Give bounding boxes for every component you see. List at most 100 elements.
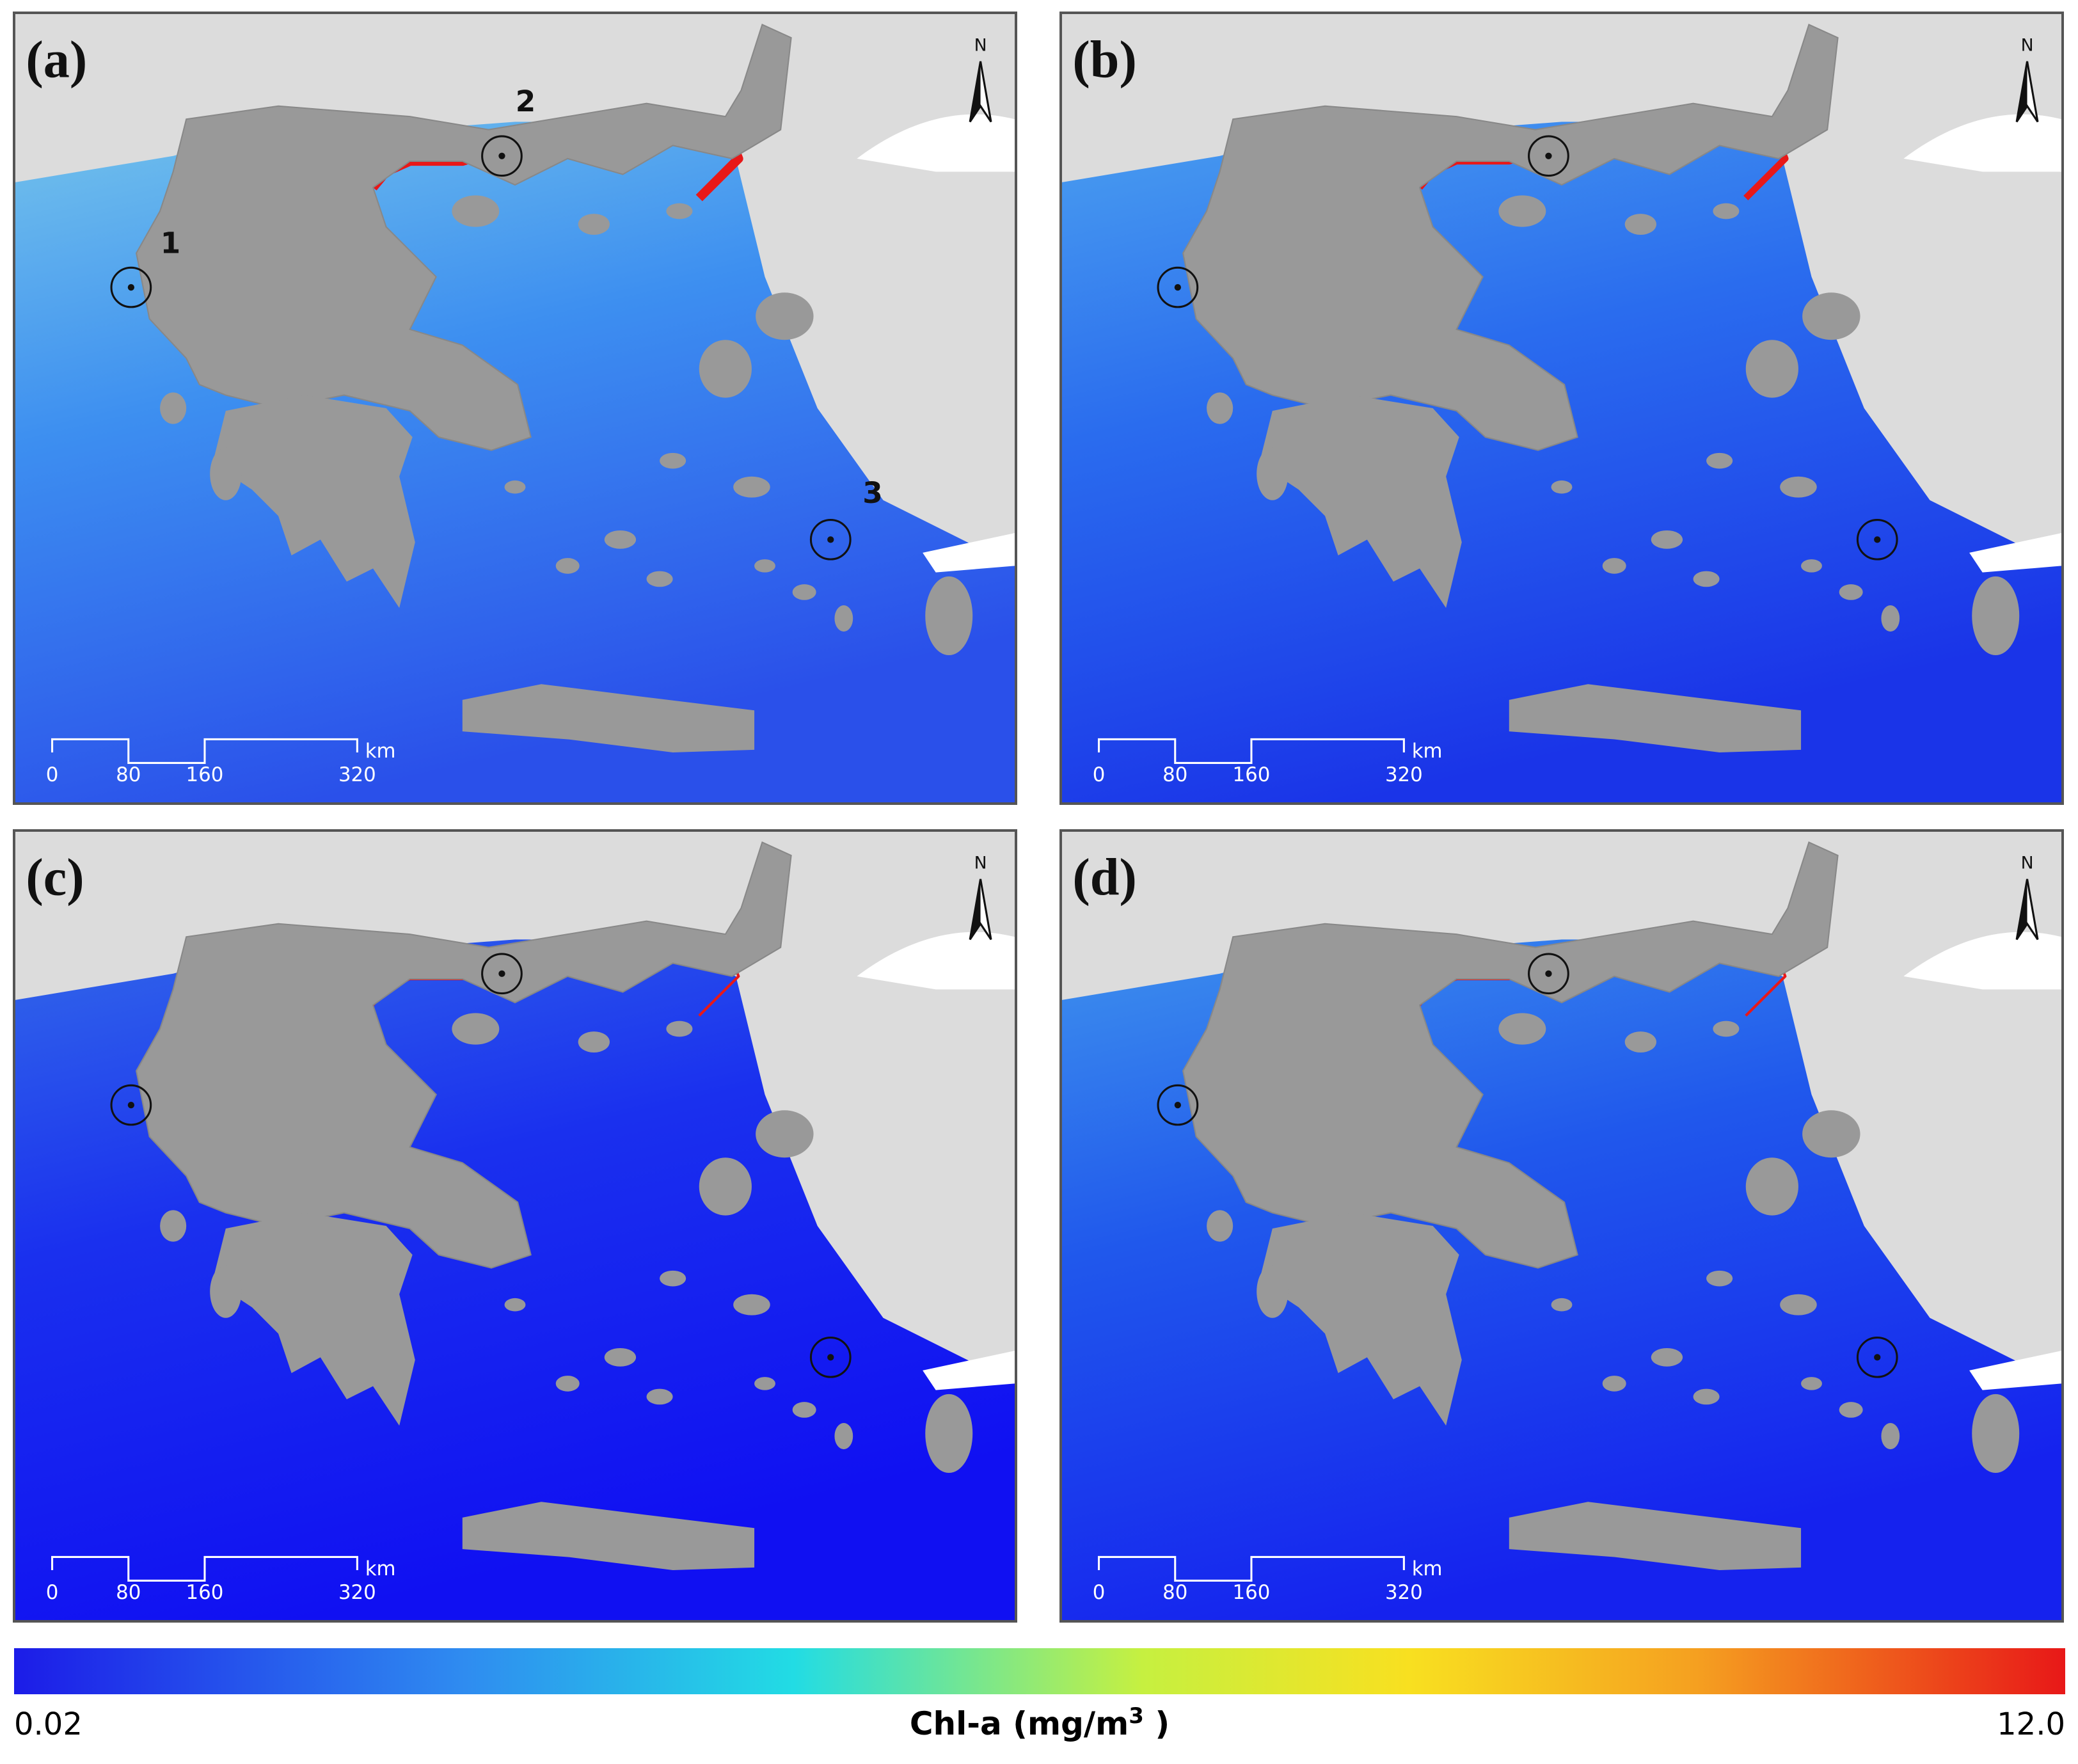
scale-unit: km — [1412, 740, 1443, 763]
land-rhodes — [1972, 1394, 2020, 1474]
island — [733, 1294, 770, 1315]
north-label: N — [2021, 854, 2034, 873]
island — [1651, 530, 1683, 549]
station-dot — [827, 1354, 834, 1361]
island — [504, 1298, 526, 1312]
island — [1551, 1298, 1573, 1312]
station-ring — [110, 266, 152, 308]
island — [646, 571, 673, 587]
scale-tick-label: 80 — [116, 1581, 141, 1604]
turkey-coast-white — [1903, 932, 2061, 1390]
island — [555, 558, 580, 574]
island — [1551, 480, 1573, 494]
scale-bar — [51, 738, 358, 764]
land-greece — [1182, 841, 1839, 1269]
scale-bar — [1098, 1555, 1405, 1582]
land-crete — [1509, 684, 1802, 752]
north-arrow-half — [2017, 878, 2027, 940]
island — [666, 203, 693, 219]
island — [578, 1031, 610, 1053]
north-label: N — [2021, 36, 2034, 56]
station-ring — [481, 953, 523, 995]
title-text: Chl-a (mg/m — [910, 1705, 1129, 1742]
scale-bar — [51, 1555, 358, 1582]
island — [452, 195, 500, 227]
island — [1257, 1265, 1289, 1318]
island — [1713, 1021, 1740, 1037]
station-ring — [1528, 953, 1569, 995]
island — [1801, 559, 1822, 573]
map-panel: (b) N 0 80 160 320 km — [1059, 12, 2064, 805]
map-panel: 1 2 3 (a) N 0 80 160 320 km — [13, 12, 1017, 805]
island — [1624, 1031, 1656, 1053]
island — [1839, 1402, 1863, 1418]
island — [504, 480, 526, 494]
island — [1745, 1157, 1798, 1216]
title-text: ) — [1144, 1705, 1170, 1742]
land-greece — [1182, 24, 1839, 451]
station-dot — [1545, 970, 1552, 977]
station-dot — [1174, 283, 1182, 291]
island — [1802, 1110, 1860, 1158]
island — [1881, 1423, 1900, 1450]
station-ring — [1157, 1084, 1199, 1126]
island — [1881, 605, 1900, 632]
panel-label: (a) — [26, 31, 87, 89]
scale-tick-label: 320 — [338, 1581, 376, 1604]
map-panel: (d) N 0 80 160 320 km — [1059, 829, 2064, 1623]
colorbar-title: Chl-a (mg/m3 ) — [910, 1703, 1170, 1742]
island — [1207, 1210, 1233, 1242]
island — [1624, 214, 1656, 235]
land-crete — [1509, 1502, 1802, 1570]
scale-tick-label: 0 — [1093, 763, 1106, 786]
land-greece — [136, 841, 792, 1269]
island — [604, 1347, 637, 1367]
land-rhodes — [925, 576, 973, 656]
land-other — [1062, 14, 2061, 566]
island — [1602, 1376, 1626, 1392]
island — [1706, 1270, 1733, 1287]
station-dot — [1874, 1354, 1881, 1361]
station-ring — [481, 135, 523, 177]
scale-tick-label: 160 — [1233, 1581, 1271, 1604]
station-dot — [1545, 152, 1552, 159]
scale-tick-label: 0 — [46, 1581, 59, 1604]
scale-tick-label: 80 — [1162, 763, 1187, 786]
island — [1498, 1013, 1546, 1045]
land-rhodes — [925, 1394, 973, 1474]
island — [1780, 1294, 1817, 1315]
scale-tick-label: 0 — [1093, 1581, 1106, 1604]
station-ring — [809, 1336, 852, 1378]
island — [660, 1270, 686, 1287]
land-peloponnese — [1259, 395, 1462, 608]
island — [834, 605, 853, 632]
island — [1257, 447, 1289, 500]
island — [699, 340, 752, 398]
land-rhodes — [1972, 576, 2020, 656]
colorbar-ramp — [14, 1648, 2065, 1694]
colorbar-max: 12.0 — [1997, 1706, 2065, 1742]
land-peloponnese — [1259, 1212, 1462, 1426]
island — [1207, 392, 1233, 424]
island — [754, 1377, 775, 1390]
station-dot — [498, 970, 505, 977]
title-superscript: 3 — [1129, 1703, 1144, 1729]
station-ring — [809, 518, 852, 560]
island — [1801, 1377, 1822, 1390]
north-label: N — [974, 36, 987, 56]
panel-label: (b) — [1072, 31, 1136, 89]
station-ring — [1157, 266, 1199, 308]
map-panel: (c) N 0 80 160 320 km — [13, 829, 1017, 1623]
island — [1780, 476, 1817, 498]
island — [733, 476, 770, 498]
land-other — [1062, 832, 2061, 1384]
scale-tick-label: 80 — [116, 763, 141, 786]
station-dot — [1174, 1101, 1182, 1109]
station-dot — [127, 1101, 135, 1109]
land-peloponnese — [212, 1212, 415, 1426]
panel-label: (c) — [26, 848, 84, 907]
island — [210, 447, 242, 500]
